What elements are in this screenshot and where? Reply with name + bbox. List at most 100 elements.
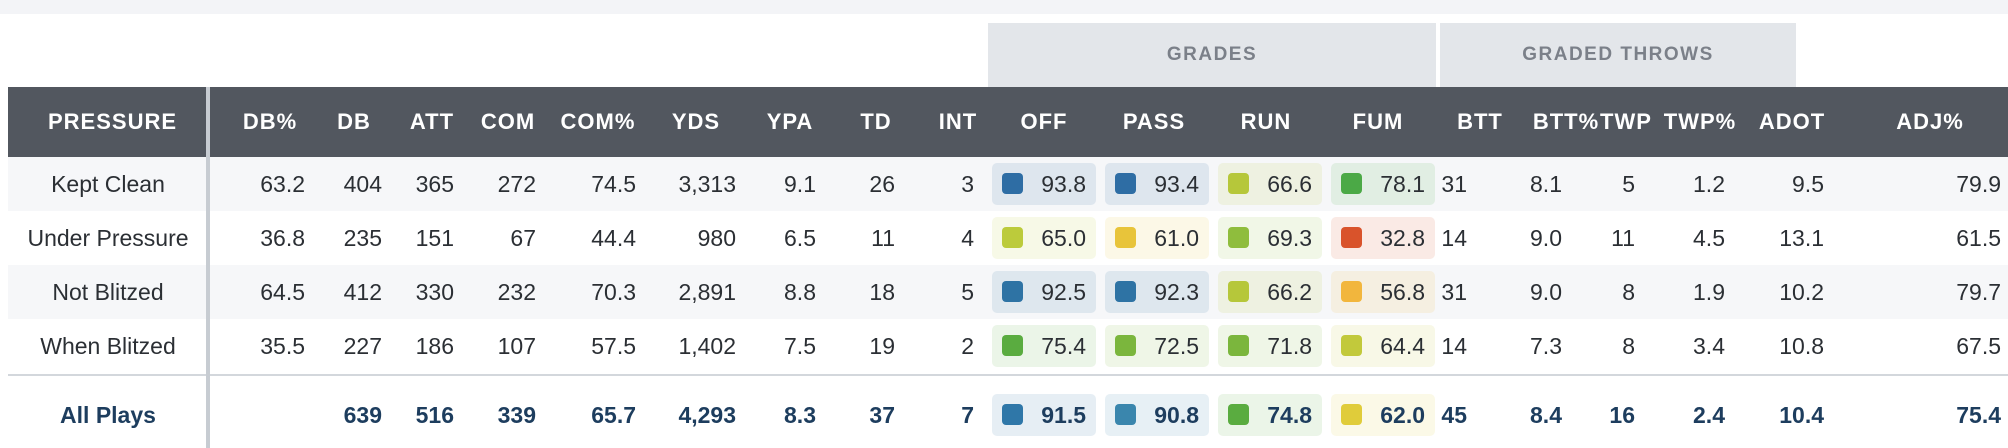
cell-adj-pct: 67.5 <box>1956 333 2001 359</box>
table-header: PRESSURE DB% DB ATT COM COM% YDS YPA TD INT OFF PAS… <box>8 87 2008 157</box>
cell-int: 2 <box>961 333 974 359</box>
header-run[interactable]: RUN <box>1240 109 1292 134</box>
row-label[interactable]: Under Pressure <box>27 225 189 251</box>
cell-twp-pct: 1.9 <box>1693 279 1725 305</box>
cell-db: 227 <box>343 333 382 359</box>
grade-value: 91.5 <box>1041 402 1086 428</box>
cell-att: 516 <box>415 402 454 428</box>
header-yds[interactable]: YDS <box>671 109 721 134</box>
cell-com-pct: 74.5 <box>591 171 636 197</box>
grade-color-swatch <box>1341 404 1362 425</box>
cell-att: 151 <box>415 225 454 251</box>
cell-twp-pct: 4.5 <box>1693 225 1725 251</box>
table-row: Not Blitzed 64.5 412 330 232 70.3 2,891 8.8 18 5 9… <box>8 265 2008 319</box>
grade-cell: 92.5 <box>992 271 1096 313</box>
header-pass[interactable]: PASS <box>1122 109 1186 134</box>
grade-cell: 74.8 <box>1218 394 1322 436</box>
header-pressure[interactable]: PRESSURE <box>48 109 178 134</box>
cell-adot: 13.1 <box>1779 225 1824 251</box>
cell-yds: 2,891 <box>678 279 736 305</box>
cell-twp-pct: 2.4 <box>1693 402 1725 428</box>
header-db-pct[interactable]: DB% <box>242 109 298 134</box>
grade-value: 66.6 <box>1267 171 1312 197</box>
header-td[interactable]: TD <box>860 109 892 134</box>
header-twp[interactable]: TWP <box>1600 109 1652 134</box>
grade-color-swatch <box>1115 227 1136 248</box>
header-adj-pct[interactable]: ADJ% <box>1896 109 1964 134</box>
cell-db-pct: 35.5 <box>260 333 305 359</box>
header-btt[interactable]: BTT <box>1457 109 1503 134</box>
cell-adj-pct: 79.7 <box>1956 279 2001 305</box>
cell-twp: 5 <box>1622 171 1635 197</box>
cell-adj-pct: 79.9 <box>1956 171 2001 197</box>
cell-ypa: 7.5 <box>784 333 816 359</box>
grade-value: 72.5 <box>1154 333 1199 359</box>
cell-btt-pct: 9.0 <box>1530 225 1562 251</box>
grade-color-swatch <box>1341 281 1362 302</box>
grade-cell: 91.5 <box>992 394 1096 436</box>
cell-com: 339 <box>497 402 536 428</box>
grade-value: 64.4 <box>1380 333 1425 359</box>
row-label[interactable]: All Plays <box>60 402 156 428</box>
header-off[interactable]: OFF <box>1020 109 1068 134</box>
header-fum[interactable]: FUM <box>1352 109 1404 134</box>
grade-value: 62.0 <box>1380 402 1425 428</box>
grade-value: 71.8 <box>1267 333 1312 359</box>
header-ypa[interactable]: YPA <box>766 109 814 134</box>
cell-ypa: 6.5 <box>784 225 816 251</box>
grade-cell: 69.3 <box>1218 217 1322 259</box>
grade-color-swatch <box>1341 173 1362 194</box>
grade-cell: 90.8 <box>1105 394 1209 436</box>
cell-td: 18 <box>869 279 895 305</box>
header-adot[interactable]: ADOT <box>1758 109 1826 134</box>
grade-value: 56.8 <box>1380 279 1425 305</box>
cell-int: 7 <box>961 402 974 428</box>
cell-btt-pct: 8.1 <box>1530 171 1562 197</box>
cell-btt: 14 <box>1441 225 1467 251</box>
grade-color-swatch <box>1341 335 1362 356</box>
grade-cell: 65.0 <box>992 217 1096 259</box>
cell-db-pct: 63.2 <box>260 171 305 197</box>
grade-color-swatch <box>1002 173 1023 194</box>
cell-adj-pct: 61.5 <box>1956 225 2001 251</box>
cell-adot: 10.2 <box>1779 279 1824 305</box>
header-db[interactable]: DB <box>337 109 371 134</box>
grade-color-swatch <box>1002 227 1023 248</box>
grade-cell: 66.6 <box>1218 163 1322 205</box>
cell-adot: 10.4 <box>1779 402 1824 428</box>
cell-btt: 45 <box>1441 402 1467 428</box>
cell-att: 186 <box>415 333 454 359</box>
grade-color-swatch <box>1115 335 1136 356</box>
cell-ypa: 8.3 <box>784 402 816 428</box>
cell-td: 37 <box>869 402 895 428</box>
cell-com: 67 <box>510 225 536 251</box>
grade-color-swatch <box>1228 335 1249 356</box>
header-com-pct[interactable]: COM% <box>560 109 636 134</box>
grade-cell: 93.4 <box>1105 163 1209 205</box>
header-twp-pct[interactable]: TWP% <box>1663 109 1737 134</box>
cell-com: 232 <box>497 279 536 305</box>
header-att[interactable]: ATT <box>409 109 455 134</box>
cell-yds: 3,313 <box>678 171 736 197</box>
row-label[interactable]: When Blitzed <box>40 333 176 359</box>
grade-cell: 32.8 <box>1331 217 1435 259</box>
table-row: Under Pressure 36.8 235 151 67 44.4 980 6.5 11 4 6… <box>8 211 2008 265</box>
header-com[interactable]: COM <box>480 109 536 134</box>
header-btt-pct[interactable]: BTT% <box>1532 109 1600 134</box>
cell-com-pct: 44.4 <box>591 225 636 251</box>
grade-cell: 71.8 <box>1218 325 1322 367</box>
cell-att: 365 <box>415 171 454 197</box>
cell-adot: 9.5 <box>1792 171 1824 197</box>
cell-twp: 8 <box>1622 333 1635 359</box>
cell-ypa: 9.1 <box>784 171 816 197</box>
column-divider <box>206 87 210 448</box>
grade-color-swatch <box>1002 404 1023 425</box>
row-label[interactable]: Not Blitzed <box>52 279 164 305</box>
row-label[interactable]: Kept Clean <box>51 171 165 197</box>
cell-btt: 31 <box>1441 171 1467 197</box>
grade-color-swatch <box>1002 281 1023 302</box>
grade-value: 78.1 <box>1380 171 1425 197</box>
cell-att: 330 <box>415 279 454 305</box>
header-int[interactable]: INT <box>938 109 978 134</box>
cell-btt-pct: 8.4 <box>1530 402 1562 428</box>
